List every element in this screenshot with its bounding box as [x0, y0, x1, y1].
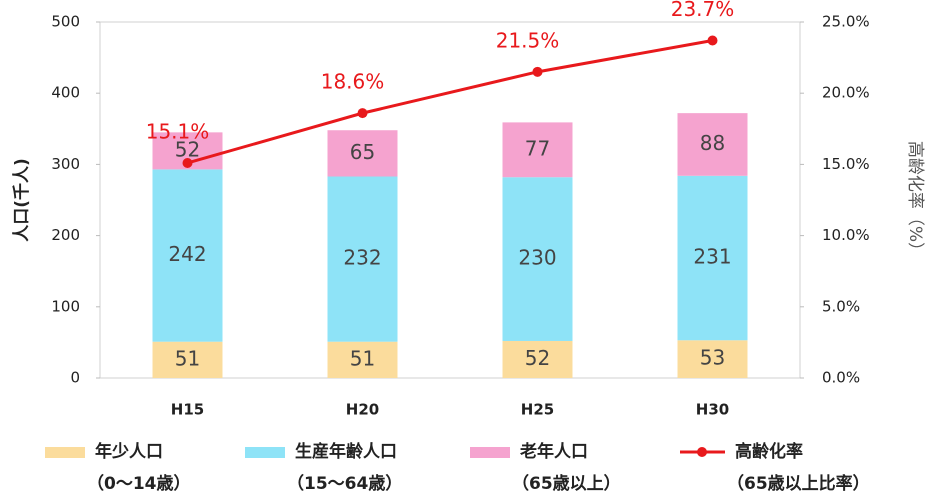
- bar-label: 231: [693, 245, 731, 269]
- y-tick-label: 500: [51, 13, 80, 31]
- line-point: [182, 157, 193, 168]
- y-tick-label: 200: [51, 226, 80, 244]
- bar-label: 52: [525, 346, 550, 370]
- legend-swatch: [470, 447, 510, 458]
- y-tick-label: 400: [51, 84, 80, 102]
- bar-label: 230: [518, 246, 556, 270]
- bar-segment: [677, 175, 748, 341]
- legend-swatch: [245, 447, 285, 458]
- line-point: [707, 35, 718, 46]
- bar-segment: [502, 177, 573, 341]
- bar-label: 53: [700, 346, 725, 370]
- legend-dot: [697, 447, 707, 457]
- y2-tick-label: 0.0%: [822, 369, 860, 387]
- y2-tick-label: 25.0%: [822, 13, 870, 31]
- bar-label: 52: [175, 137, 200, 161]
- x-tick-label: H15: [171, 401, 204, 419]
- line-label: 23.7%: [671, 0, 735, 21]
- legend-label: 高齢化率: [735, 441, 803, 462]
- y-tick-label: 300: [51, 155, 80, 173]
- bar-label: 232: [343, 246, 381, 270]
- bar-label: 65: [350, 140, 375, 164]
- plot-frame: [99, 21, 801, 379]
- line-point: [357, 108, 368, 119]
- x-tick-label: H30: [696, 401, 729, 419]
- bar-segment: [327, 130, 398, 177]
- bar-label: 88: [700, 131, 725, 155]
- legend-label: 年少人口: [95, 441, 163, 462]
- x-tick-label: H20: [346, 401, 379, 419]
- legend-note: （65歳以上比率）: [727, 473, 870, 494]
- bar-segment: [327, 176, 398, 342]
- bar-segment: [677, 340, 748, 378]
- legend-label: 生産年齢人口: [295, 441, 397, 462]
- line: [187, 39, 713, 165]
- x-tick-label: H25: [521, 401, 554, 419]
- bar-label: 51: [350, 346, 375, 370]
- legend-note: （15〜64歳）: [287, 473, 402, 494]
- legend-label: 老年人口: [519, 441, 588, 462]
- line-label: 18.6%: [321, 70, 385, 94]
- y-axis-title: 人口(千人): [12, 158, 32, 242]
- y2-tick-label: 20.0%: [822, 84, 870, 102]
- y2-tick-label: 5.0%: [822, 297, 860, 315]
- bar-label: 51: [175, 346, 200, 370]
- bar-segment: [677, 113, 748, 176]
- bar-segment: [502, 122, 573, 178]
- bar-segment: [152, 169, 223, 342]
- legend-note: （65歳以上）: [512, 473, 621, 494]
- line-label: 15.1%: [146, 119, 210, 143]
- line-label: 21.5%: [496, 28, 560, 52]
- y2-axis-title: 高齢化率（%）: [905, 141, 925, 259]
- y2-tick-label: 15.0%: [822, 155, 870, 173]
- y-tick-label: 0: [70, 369, 80, 387]
- bar-segment: [152, 341, 223, 378]
- line-point: [532, 66, 543, 77]
- y-tick-label: 100: [51, 297, 80, 315]
- bar-label: 77: [525, 136, 550, 160]
- legend-note: （0〜14歳）: [87, 473, 191, 494]
- legend-swatch: [45, 447, 85, 458]
- bar-label: 242: [168, 242, 206, 266]
- bar-segment: [502, 340, 573, 378]
- bar-segment: [327, 341, 398, 378]
- y2-tick-label: 10.0%: [822, 226, 870, 244]
